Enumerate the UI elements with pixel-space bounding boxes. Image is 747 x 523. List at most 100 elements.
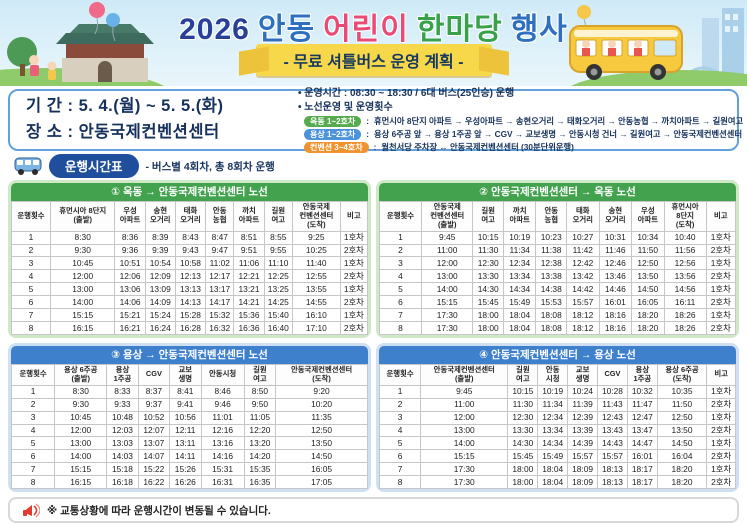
time-cell: 14:16 <box>200 449 245 464</box>
time-cell: 15:40 <box>263 308 293 323</box>
time-cell: 7 <box>11 308 51 323</box>
time-cell: 2 <box>379 243 422 258</box>
route-badge: 컨벤션 3~4호차 <box>304 141 369 153</box>
time-cell: 16:15 <box>49 321 116 335</box>
time-cell: 13:38 <box>535 269 568 284</box>
time-cell: 10:28 <box>597 384 628 399</box>
title-word: 안동 <box>257 13 316 46</box>
time-cell: 12:43 <box>597 410 628 425</box>
table-row: 4 13:00 13:30 13:34 13:39 13:43 13:47 13:50 2호차 <box>378 423 736 438</box>
time-cell: 14:00 <box>420 282 474 297</box>
table-row: 5 13:00 13:06 13:09 13:13 13:17 13:21 13:25 13:5… <box>11 282 369 297</box>
time-cell: 3 <box>11 256 51 271</box>
time-cell: 14:34 <box>537 436 569 451</box>
time-cell: 2호차 <box>706 449 736 464</box>
time-cell: 14:30 <box>507 436 539 451</box>
time-cell: 11:00 <box>420 243 474 258</box>
time-cell: 10:19 <box>502 230 537 245</box>
time-cell: 13:56 <box>663 269 707 284</box>
bus-icon <box>14 157 42 175</box>
time-cell: 12:16 <box>200 423 245 438</box>
time-cell: 1호차 <box>706 462 736 477</box>
time-cell: 16:35 <box>243 475 277 490</box>
time-cell: 15:21 <box>114 308 146 323</box>
column-header: 태화 오거리 <box>174 201 207 232</box>
time-cell: 11:06 <box>233 256 265 271</box>
time-cell: 9:46 <box>200 397 245 412</box>
time-cell: 11:02 <box>205 256 235 271</box>
time-cell: 13:03 <box>106 436 139 451</box>
column-header: 용상 1주공 <box>106 364 139 386</box>
time-cell: 16:24 <box>144 321 176 335</box>
time-cell: 13:00 <box>420 269 474 284</box>
time-cell: 14:50 <box>656 436 708 451</box>
time-cell: 16:32 <box>205 321 235 335</box>
column-header: 길원 여고 <box>472 201 504 232</box>
time-cell: 12:06 <box>114 269 146 284</box>
column-header: 우성 아파트 <box>631 201 665 232</box>
time-cell: 13:16 <box>200 436 245 451</box>
time-cell: 7 <box>10 462 56 477</box>
time-cell: 10:35 <box>656 384 708 399</box>
timetable-title-4: ④ 안동국제컨벤션센터 → 용상 노선 <box>379 346 736 364</box>
time-cell: 9:50 <box>243 397 277 412</box>
timetable-pill: 운행시간표 <box>49 154 139 178</box>
time-cell: 12:38 <box>535 256 568 271</box>
time-cell: 12:00 <box>54 423 108 438</box>
time-cell: 13:00 <box>420 423 509 438</box>
title-word: 한마당 <box>416 13 503 46</box>
time-cell: 12:30 <box>507 410 539 425</box>
time-cell: 17:30 <box>420 475 509 490</box>
time-cell: 8:33 <box>106 384 139 399</box>
time-cell: 5 <box>378 436 422 451</box>
time-cell: 15:57 <box>597 449 628 464</box>
time-cell: 14:47 <box>626 436 658 451</box>
time-cell: 12:03 <box>106 423 139 438</box>
time-cell: 1 <box>10 384 56 399</box>
time-cell: 10:34 <box>631 230 665 245</box>
notice-box: ※ 교통상황에 따라 운행시간이 변동될 수 있습니다. <box>8 497 739 523</box>
time-cell: 11:35 <box>275 410 368 425</box>
column-header: 우성 아파트 <box>114 201 146 232</box>
time-cell: 18:20 <box>631 321 665 335</box>
timetable-panel-3: ③ 용상 → 안동국제컨벤션센터 노선 운행횟수 용상 6주공 (출발) 용상 1주공 CG… <box>8 343 371 493</box>
table-row: 5 14:00 14:30 14:34 14:38 14:42 14:46 14:50 14:5… <box>379 282 737 297</box>
table-row: 8 16:15 16:18 16:22 16:26 16:31 16:35 17:05 <box>10 475 368 490</box>
time-cell: 2 <box>11 243 51 258</box>
time-cell: 14:39 <box>567 436 599 451</box>
time-cell: 15:31 <box>200 462 245 477</box>
balloon-blue-icon <box>106 13 120 27</box>
route-line: 옥동 1~2호차: 휴먼시아 8단지 아파트 → 우성아파트 → 송현오거리 → … <box>304 115 747 127</box>
column-header: 운행횟수 <box>10 364 56 386</box>
time-cell: 14:25 <box>263 295 293 310</box>
time-cell: 13:00 <box>49 282 116 297</box>
time-cell: 11:05 <box>243 410 277 425</box>
column-header: 휴먼시아 8단지 (도착) <box>663 201 707 232</box>
column-header: 길원 여고 <box>243 364 277 386</box>
table-row: 8 17:30 18:00 18:04 18:09 18:13 18:17 18:20 2호차 <box>378 475 736 490</box>
time-cell: 9:36 <box>114 243 146 258</box>
time-cell: 7 <box>378 462 422 477</box>
time-cell: 5 <box>10 436 56 451</box>
time-cell: 1호차 <box>705 256 737 271</box>
time-cell: 12:50 <box>631 256 665 271</box>
route-separator: : <box>366 129 369 139</box>
time-cell: 9:33 <box>106 397 139 412</box>
time-cell: 18:00 <box>472 321 504 335</box>
time-cell: 14:50 <box>631 282 665 297</box>
time-cell: 10:56 <box>169 410 202 425</box>
time-cell: 12:00 <box>420 410 509 425</box>
table-row: 6 15:15 15:45 15:49 15:53 15:57 16:01 16:05 16:1… <box>379 295 737 310</box>
time-cell: 8 <box>378 475 422 490</box>
time-cell: 8:50 <box>243 384 277 399</box>
period-venue-box: 기 간 : 5. 4.(월) ~ 5. 5.(화) 장 소 : 안동국제컨벤션센… <box>26 94 284 145</box>
time-cell: 17:10 <box>291 321 341 335</box>
time-cell: 12:30 <box>472 256 504 271</box>
time-cell: 11:10 <box>263 256 293 271</box>
time-cell: 13:00 <box>54 436 108 451</box>
time-cell: 18:00 <box>472 308 504 323</box>
time-cell: 8:30 <box>54 384 108 399</box>
time-cell: 16:01 <box>626 449 658 464</box>
